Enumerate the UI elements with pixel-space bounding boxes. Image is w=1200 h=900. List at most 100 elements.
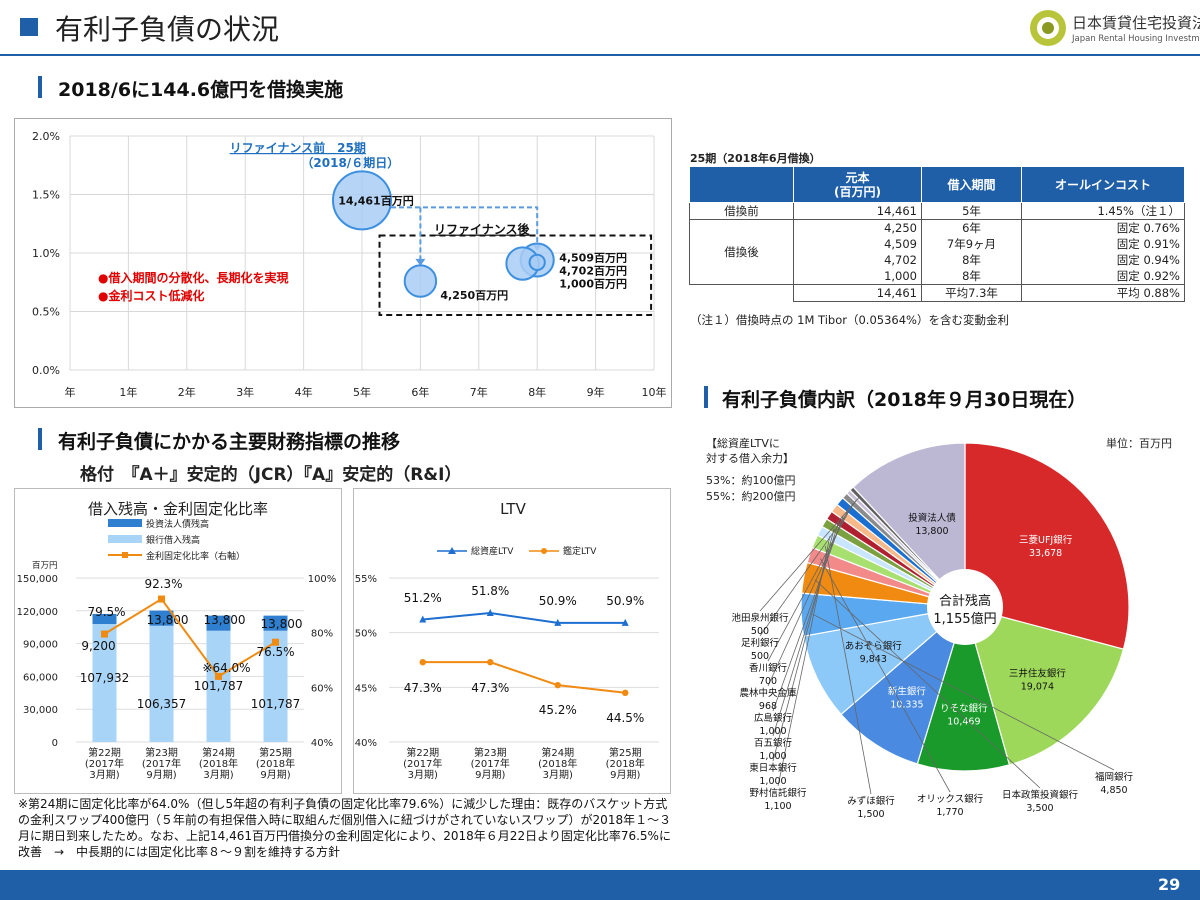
x-tick-label: 8年 — [528, 385, 546, 399]
header — [0, 0, 1200, 56]
pie-slice-name: 東日本銀行 — [749, 762, 797, 774]
ltv-marker — [419, 658, 426, 666]
y-tick-label: 30,000 — [23, 705, 58, 716]
ltv-marker — [554, 681, 561, 689]
legend-swatch — [108, 519, 142, 527]
pie-leader-line — [759, 499, 857, 637]
pie-slice-value: 3,500 — [1026, 803, 1053, 814]
legend-triangle-icon — [448, 547, 456, 554]
section-bar — [38, 428, 42, 450]
y-tick-label: 0.0% — [32, 364, 60, 377]
bar-value-label: 13,800 — [261, 617, 303, 631]
bubble-after — [528, 253, 546, 271]
pie-leader-line — [824, 545, 872, 795]
x-tick-label: 第25期(2018年 9月期) — [256, 746, 295, 781]
y-axis-unit: 百万円 — [32, 561, 58, 571]
table-cell-label: 借換後 — [689, 219, 794, 285]
table-cell-term: 7年9ヶ月 — [921, 236, 1022, 252]
pie-slice-name: 三菱UFJ銀行 — [1019, 534, 1073, 546]
bar-bank-borrowing — [263, 630, 288, 742]
y-tick-label: 55% — [355, 574, 377, 585]
ltv-marker-triangle-icon — [554, 618, 562, 626]
pie-slice-name: 新生銀行 — [888, 685, 927, 697]
pie-leader-line — [759, 496, 860, 612]
pie-slice — [840, 605, 967, 765]
pie-slice-name: 福岡銀行 — [1095, 771, 1134, 783]
ltv-value-label: 47.3% — [404, 681, 442, 695]
ratio-line — [103, 597, 277, 678]
ratio-marker — [101, 630, 108, 638]
table-cell-label — [690, 285, 794, 302]
legend-marker — [122, 552, 128, 558]
x-tick-label: 第23期(2017年 9月期) — [142, 746, 181, 781]
pie-slice — [916, 604, 1011, 772]
table-cell-term: 8年 — [921, 268, 1022, 285]
pie-slice-value: 1,000 — [759, 726, 786, 737]
table-cell-principal: 1,000 — [793, 268, 922, 285]
pie-slice-name: 三井住友銀行 — [1009, 667, 1067, 679]
bar-bond — [92, 613, 117, 624]
pie-note-line: 53%：約100億円 — [706, 473, 795, 487]
bar-value-label: 107,932 — [80, 671, 130, 685]
page-title: 有利子負債の状況 — [55, 13, 280, 46]
x-tick-label: 第25期(2018年 9月期) — [606, 746, 645, 781]
legend-label: 総資産LTV — [471, 545, 514, 557]
section-title-refinance: 2018/6に144.6億円を借換実施 — [58, 79, 344, 101]
ratio-value-label: 92.3% — [144, 577, 182, 591]
pie-slice-name: 日本政策投資銀行 — [1002, 789, 1079, 801]
table-cell-principal: 4,702 — [793, 252, 922, 268]
y-tick-label: 1.5% — [32, 189, 60, 202]
x-tick-label: 10年 — [642, 385, 667, 399]
annotation-before-title: リファイナンス前 25期 — [230, 140, 366, 155]
ltv-value-label: 44.5% — [606, 711, 644, 725]
pie-leader-line — [812, 613, 1115, 771]
section-bar — [704, 386, 708, 408]
refinance-arrow-line — [391, 206, 539, 248]
bar-value-label: 13,800 — [147, 613, 189, 627]
table-cell-term: 5年 — [921, 202, 1022, 220]
pie-slice-value: 500 — [751, 626, 769, 637]
pie-slice-name: りそな銀行 — [940, 703, 988, 715]
pie-slice-value: 500 — [751, 651, 769, 662]
ltv-line-chart: LTV 総資産LTV 鑑定LTV 40% 45% 50% 55% 第22期(2017年 3月期)… — [355, 500, 659, 781]
x-tick-label: 第23期(2017年 9月期) — [471, 746, 510, 781]
pie-slice-value: 10,469 — [947, 717, 980, 728]
refinance-bubble-chart: 年 1年 2年 3年 4年 5年 6年 7年 8年 9年 10年 0.0% 0.5% 1.0% 1.5% 2.… — [32, 130, 667, 399]
refinance-bubble-chart-frame — [14, 118, 672, 408]
table-caption: 25期（2018年6月借換） — [690, 152, 821, 165]
bar-bond — [263, 615, 288, 631]
x-tick-label: 4年 — [295, 385, 313, 399]
pie-slice-value: 4,850 — [1100, 785, 1127, 796]
table-cell-cost: 固定 0.91% — [1021, 236, 1185, 252]
pie-slice — [802, 606, 968, 716]
bubble-before — [332, 170, 392, 231]
table-header-blank — [689, 166, 794, 203]
table-cell-cost: 固定 0.76% — [1021, 219, 1185, 236]
section-title-indicators: 有利子負債にかかる主要財務指標の推移 — [58, 431, 401, 453]
chart-title: LTV — [500, 500, 526, 518]
pie-slice-name: 池田泉州銀行 — [731, 612, 789, 624]
x-tick-label: 3年 — [236, 385, 254, 399]
y2-tick-label: 100% — [308, 574, 337, 585]
y-tick-label: 60,000 — [23, 672, 58, 683]
annotation-before-subtitle: （2018/６期日） — [301, 155, 399, 170]
pie-slice-name: 百五銀行 — [754, 737, 793, 749]
pie-slice-name: 足利銀行 — [741, 637, 780, 649]
y-tick-label: 120,000 — [17, 607, 58, 618]
pie-slice-value: 700 — [759, 676, 777, 687]
x-tick-label: 2年 — [178, 385, 196, 399]
ratio-marker — [215, 672, 222, 680]
ltv-line — [422, 661, 626, 694]
x-tick-label: 1年 — [119, 385, 137, 399]
pie-slice — [964, 606, 1125, 766]
pie-slice-value: 9,843 — [860, 654, 887, 665]
pie-note-line: 55%：約200億円 — [706, 489, 795, 503]
x-tick-label: 年 — [65, 385, 76, 399]
company-name: 日本賃貸住宅投資法人 — [1072, 14, 1200, 32]
pie-slice-name: オリックス銀行 — [917, 793, 984, 805]
y-tick-label: 45% — [355, 683, 377, 694]
section-bar — [38, 76, 42, 98]
pie-slice-name: 香川銀行 — [749, 662, 788, 674]
pie-slice — [852, 442, 966, 609]
table-cell-principal: 14,461 — [793, 202, 922, 220]
